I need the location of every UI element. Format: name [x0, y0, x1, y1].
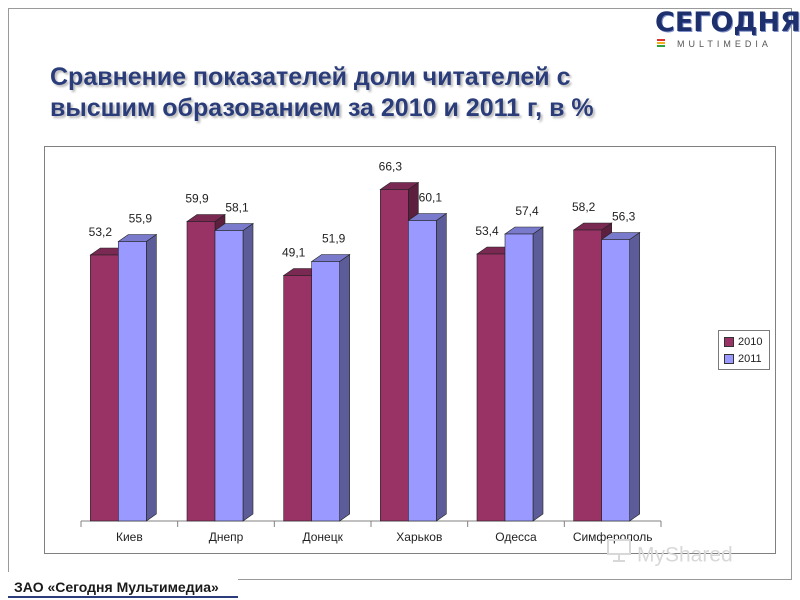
bar-2011-3	[408, 220, 437, 522]
x-tick-label-5: Симферополь	[573, 530, 653, 544]
slide-title: Сравнение показателей доли читателей с в…	[50, 63, 594, 122]
chart-area: 53,2 55,9 Киев 59,9 58,1 Днепр 49,1 51,9 Донецк 6…	[44, 146, 776, 554]
logo-stripe-yellow	[657, 42, 665, 44]
legend-label-2011: 2011	[738, 353, 762, 365]
bar-2010-1	[186, 221, 216, 522]
watermark: MyShared	[605, 536, 733, 572]
bar-2011-0	[118, 241, 147, 522]
watermark-text: MyShared	[637, 543, 733, 567]
presentation-icon	[605, 536, 633, 576]
legend-item-2011: 2011	[724, 352, 762, 366]
data-label-2011-2: 51,9	[322, 232, 346, 246]
data-label-2010-1: 59,9	[185, 192, 209, 206]
x-tick-label-2: Донецк	[302, 530, 343, 544]
data-label-2011-0: 55,9	[129, 212, 153, 226]
bar-2010-5	[573, 229, 602, 522]
bar-2010-0	[90, 254, 119, 522]
chart-legend: 2010 2011	[718, 330, 770, 370]
logo-stripe-green	[657, 45, 665, 47]
data-label-2010-2: 49,1	[282, 246, 306, 260]
legend-item-2010: 2010	[724, 335, 762, 349]
data-label-2010-3: 66,3	[379, 160, 403, 174]
x-tick-label-0: Киев	[116, 530, 143, 544]
data-label-2011-4: 57,4	[515, 204, 539, 218]
logo: СЕГОДНЯ MULTIMEDIA	[655, 7, 800, 50]
bar-2011-2	[311, 261, 340, 522]
footer-text: ЗАО «Сегодня Мультимедиа»	[14, 579, 219, 595]
legend-label-2010: 2010	[738, 336, 763, 348]
x-tick-label-3: Харьков	[396, 530, 442, 544]
bar-2010-3	[380, 189, 409, 522]
bar-2011-4	[504, 233, 534, 522]
data-label-2011-5: 56,3	[612, 210, 636, 224]
bar-2011-5	[601, 239, 630, 522]
data-label-2011-3: 60,1	[419, 191, 443, 205]
bar-side-2011-2	[339, 253, 350, 522]
logo-main-text: СЕГОДНЯ	[655, 7, 800, 38]
bar-2010-4	[476, 253, 506, 522]
data-label-2011-1: 58,1	[225, 201, 249, 215]
bar-2010-2	[283, 275, 312, 522]
bar-side-2011-5	[629, 231, 640, 522]
logo-stripe-red	[657, 39, 665, 41]
x-tick-label-1: Днепр	[209, 530, 244, 544]
data-label-2010-4: 53,4	[475, 224, 499, 238]
logo-stripes	[657, 39, 665, 49]
bar-side-2011-1	[242, 222, 254, 522]
legend-swatch-2010	[724, 337, 734, 348]
logo-sub-text: MULTIMEDIA	[677, 39, 772, 49]
data-label-2010-0: 53,2	[89, 225, 113, 239]
bar-2011-1	[214, 230, 244, 522]
bar-side-2011-4	[532, 226, 544, 522]
bar-side-2011-3	[436, 212, 447, 522]
footer-rule	[8, 596, 238, 598]
legend-swatch-2011	[724, 354, 734, 365]
x-tick-label-4: Одесса	[495, 530, 537, 544]
data-label-2010-5: 58,2	[572, 200, 596, 214]
footer	[0, 572, 238, 600]
bar-side-2011-0	[146, 233, 157, 522]
bar-chart: 53,2 55,9 Киев 59,9 58,1 Днепр 49,1 51,9 Донецк 6…	[80, 160, 662, 544]
